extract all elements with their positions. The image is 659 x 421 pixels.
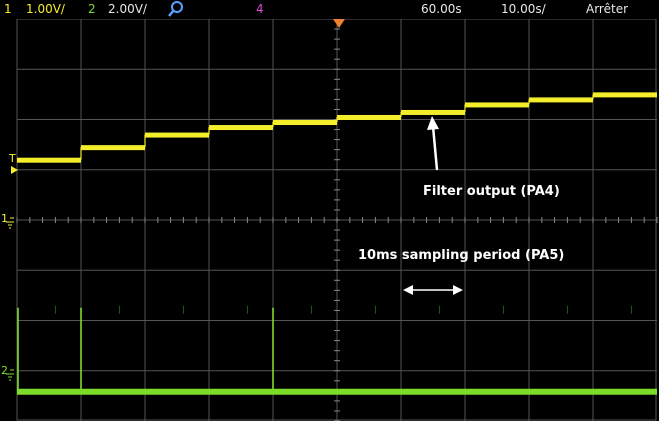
timebase[interactable]: 10.00s/ (501, 2, 546, 16)
ch2-number[interactable]: 2 (88, 2, 96, 16)
ch1-step (337, 114, 401, 120)
trigger-marker-icon[interactable] (11, 166, 18, 174)
run-state[interactable]: Arrêter (586, 2, 629, 16)
ch1-number[interactable]: 1 (4, 2, 12, 16)
ch1-step (593, 92, 657, 98)
trigger-marker-label: T (8, 152, 16, 165)
ch1-scale[interactable]: 1.00V/ (26, 2, 65, 16)
ch1-step (209, 125, 273, 131)
delay-marker-icon (333, 19, 345, 28)
ch1-step (529, 97, 593, 103)
time-delay[interactable]: 60.00s (421, 2, 462, 16)
status-bar: 1 1.00V/ 2 2.00V/ 4 60.00s 10.00s/ Arrêt… (0, 0, 659, 19)
ch1-step (17, 157, 81, 163)
channel-1-trace (17, 92, 657, 163)
ch2-ground-marker[interactable]: 2 (1, 364, 8, 377)
ch4-number[interactable]: 4 (256, 2, 264, 16)
ch1-step (273, 120, 337, 126)
filter-output-label: Filter output (PA4) (423, 184, 560, 199)
ch2-scale[interactable]: 2.00V/ (108, 2, 147, 16)
ch1-step (145, 132, 209, 138)
ch1-step (465, 102, 529, 108)
magnifier-icon[interactable] (167, 0, 185, 22)
ch1-ground-icon (6, 217, 14, 229)
ch2-baseline (17, 388, 657, 395)
ch1-ground-marker[interactable]: 1 (1, 212, 8, 225)
sampling-period-arrow (403, 285, 463, 295)
sampling-period-label: 10ms sampling period (PA5) (358, 248, 565, 263)
ch1-step (81, 145, 145, 151)
ch1-step (401, 109, 465, 115)
channel-2-trace (17, 305, 657, 395)
filter-output-arrow (427, 116, 439, 171)
ch2-ground-icon (6, 369, 14, 381)
